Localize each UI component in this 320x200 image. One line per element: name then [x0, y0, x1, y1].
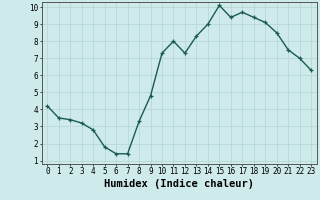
X-axis label: Humidex (Indice chaleur): Humidex (Indice chaleur)	[104, 179, 254, 189]
